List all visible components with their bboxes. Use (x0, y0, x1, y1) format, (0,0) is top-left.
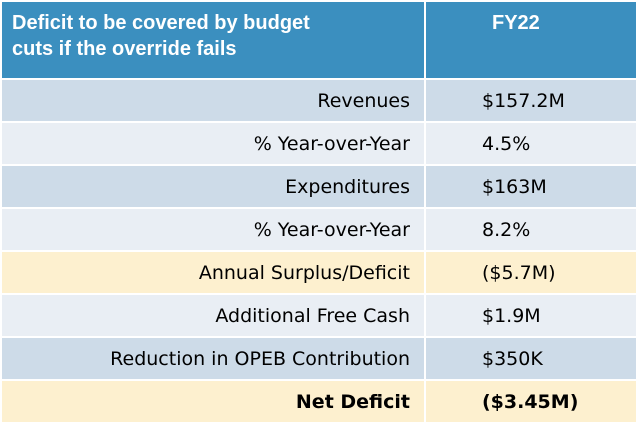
row-label: % Year-over-Year (0, 207, 426, 252)
row-label: % Year-over-Year (0, 121, 426, 166)
row-value: ($5.7M) (424, 250, 636, 295)
table-row-additional-free-cash: Additional Free Cash $1.9M (0, 293, 636, 338)
row-label: Revenues (0, 78, 426, 123)
row-label: Additional Free Cash (0, 293, 426, 338)
header-fy22-cell: FY22 (424, 0, 636, 80)
table-row-expenditures-yoy: % Year-over-Year 8.2% (0, 207, 636, 252)
row-value: $350K (424, 336, 636, 381)
table-row-expenditures: Expenditures $163M (0, 164, 636, 209)
row-value: ($3.45M) (424, 379, 636, 424)
row-label: Expenditures (0, 164, 426, 209)
row-label: Reduction in OPEB Contribution (0, 336, 426, 381)
table-row-revenues: Revenues $157.2M (0, 78, 636, 123)
table-row-opeb-reduction: Reduction in OPEB Contribution $350K (0, 336, 636, 381)
row-value: 8.2% (424, 207, 636, 252)
row-label: Net Deficit (0, 379, 426, 424)
row-label: Annual Surplus/Deficit (0, 250, 426, 295)
header-label-line-1: Deficit to be covered by budget (12, 12, 310, 34)
header-label-line-2: cuts if the override fails (12, 38, 237, 60)
row-value: $157.2M (424, 78, 636, 123)
header-label-cell: Deficit to be covered by budget cuts if … (0, 0, 426, 80)
row-value: $163M (424, 164, 636, 209)
row-value: 4.5% (424, 121, 636, 166)
table-header-row: Deficit to be covered by budget cuts if … (0, 0, 636, 80)
row-value: $1.9M (424, 293, 636, 338)
table-row-revenues-yoy: % Year-over-Year 4.5% (0, 121, 636, 166)
table-row-annual-surplus-deficit: Annual Surplus/Deficit ($5.7M) (0, 250, 636, 295)
table-row-net-deficit: Net Deficit ($3.45M) (0, 379, 636, 424)
